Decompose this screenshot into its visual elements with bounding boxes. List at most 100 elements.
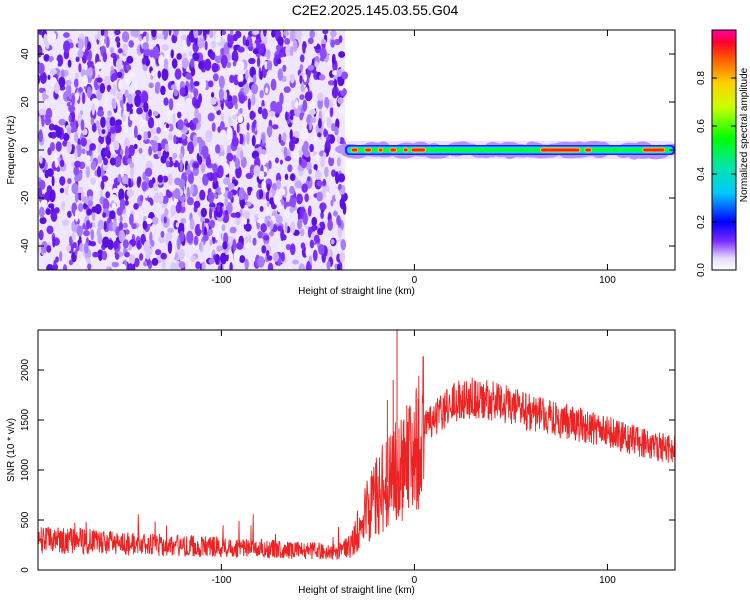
- noise-speck: [218, 75, 225, 89]
- noise-speck: [75, 56, 80, 63]
- noise-speck: [289, 196, 297, 209]
- noise-speck: [268, 160, 272, 170]
- noise-speck: [96, 77, 103, 83]
- noise-speck: [238, 94, 246, 104]
- noise-speck: [111, 98, 116, 109]
- noise-speck: [117, 173, 122, 183]
- noise-speck: [300, 82, 305, 92]
- noise-speck: [257, 106, 263, 115]
- noise-speck: [190, 58, 195, 68]
- noise-speck: [324, 166, 329, 178]
- noise-speck: [151, 70, 155, 76]
- noise-speck: [138, 35, 142, 41]
- noise-speck: [277, 68, 283, 81]
- noise-speck: [192, 52, 200, 62]
- noise-speck: [269, 197, 275, 205]
- noise-speck: [59, 250, 63, 262]
- noise-speck: [206, 172, 211, 178]
- noise-speck: [102, 236, 110, 248]
- noise-speck: [178, 248, 185, 261]
- noise-speck: [297, 35, 301, 44]
- noise-speck: [217, 165, 224, 178]
- noise-speck: [168, 30, 172, 36]
- noise-speck: [66, 141, 72, 154]
- noise-speck: [292, 259, 299, 265]
- noise-speck: [266, 49, 271, 60]
- noise-speck: [173, 188, 181, 200]
- noise-speck: [168, 98, 174, 111]
- noise-speck: [59, 187, 65, 194]
- noise-speck: [59, 176, 66, 186]
- noise-speck: [152, 46, 160, 59]
- noise-speck: [288, 264, 292, 270]
- noise-speck: [68, 114, 72, 123]
- noise-speck: [282, 132, 287, 143]
- noise-speck: [151, 140, 159, 153]
- noise-speck: [338, 51, 346, 58]
- noise-speck: [65, 79, 72, 86]
- noise-speck: [78, 202, 84, 213]
- noise-speck: [284, 37, 291, 45]
- noise-speck: [118, 79, 124, 91]
- noise-speck: [141, 57, 147, 65]
- noise-speck: [59, 159, 65, 167]
- noise-speck: [148, 179, 154, 189]
- noise-speck: [270, 100, 278, 112]
- noise-speck: [151, 128, 157, 135]
- colorbar-label: Normalized spectral amplitude: [739, 67, 750, 202]
- noise-speck: [116, 71, 123, 79]
- noise-speck: [316, 180, 324, 187]
- noise-speck: [239, 255, 246, 264]
- noise-speck: [277, 36, 284, 46]
- noise-speck: [111, 202, 117, 211]
- noise-speck: [317, 92, 324, 102]
- noise-speck: [155, 81, 161, 89]
- noise-speck: [294, 100, 299, 109]
- spectrogram-x-ticks: -100 0 100: [211, 30, 616, 286]
- noise-speck: [179, 159, 183, 173]
- noise-speck: [341, 71, 349, 80]
- noise-speck: [90, 177, 96, 186]
- noise-speck: [298, 263, 306, 270]
- noise-speck: [269, 110, 276, 117]
- noise-speck: [211, 62, 219, 73]
- spectrogram-x-axis-label: Height of straight line (km): [298, 286, 415, 297]
- noise-speck: [280, 188, 286, 196]
- noise-speck: [252, 30, 259, 35]
- noise-speck: [49, 141, 55, 152]
- noise-speck: [181, 57, 189, 69]
- noise-speck: [102, 212, 107, 218]
- noise-speck: [330, 238, 335, 245]
- noise-speck: [157, 70, 162, 79]
- noise-speck: [326, 41, 331, 53]
- noise-speck: [232, 238, 237, 252]
- noise-speck: [269, 230, 274, 237]
- noise-speck: [48, 132, 54, 138]
- signal-hot-core: [643, 148, 665, 152]
- noise-speck: [66, 244, 72, 252]
- noise-speck: [99, 83, 106, 94]
- noise-speck: [204, 58, 212, 71]
- noise-speck: [229, 262, 233, 270]
- noise-speck: [39, 108, 46, 116]
- noise-speck: [162, 175, 169, 183]
- noise-speck: [144, 192, 148, 199]
- y-tick-label: 40: [20, 48, 31, 60]
- noise-speck: [74, 191, 79, 203]
- noise-speck: [285, 243, 291, 251]
- noise-speck: [259, 70, 263, 81]
- noise-speck: [158, 236, 166, 244]
- noise-speck: [224, 210, 229, 216]
- noise-speck: [167, 227, 175, 233]
- noise-speck: [38, 87, 44, 94]
- y-tick-label: -40: [20, 238, 31, 253]
- noise-speck: [276, 200, 282, 213]
- noise-speck: [209, 202, 216, 209]
- noise-speck: [285, 45, 291, 57]
- noise-speck: [179, 86, 186, 97]
- noise-speck: [151, 257, 159, 266]
- noise-speck: [74, 249, 78, 256]
- y-tick-label: 0: [20, 147, 31, 153]
- signal-core-inner: [348, 148, 671, 152]
- noise-speck: [118, 263, 127, 270]
